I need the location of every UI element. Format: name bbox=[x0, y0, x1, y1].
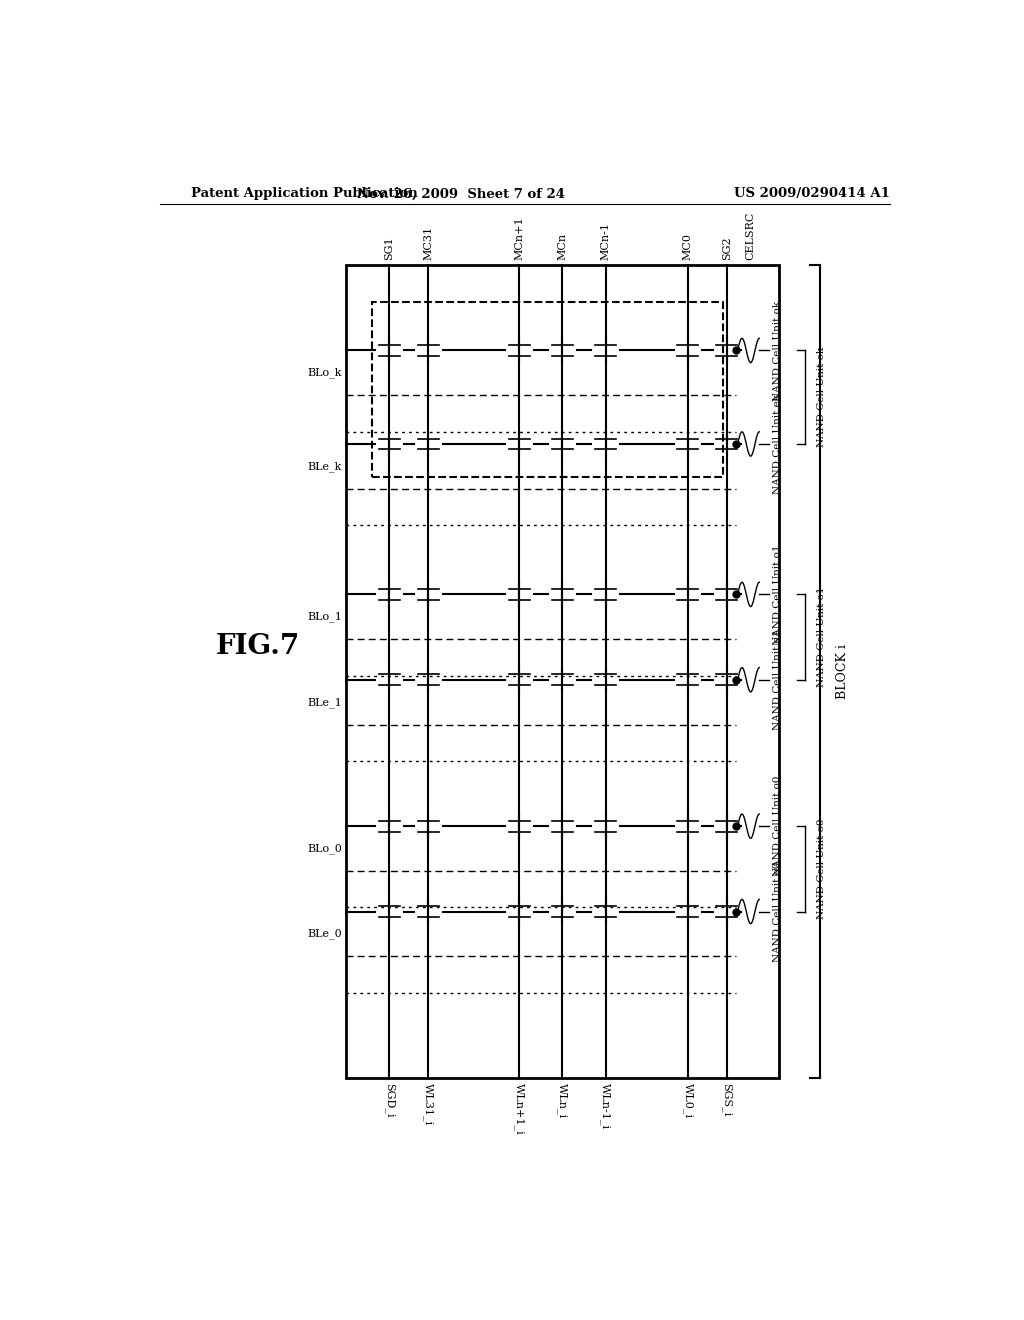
Text: WLn-1_i: WLn-1_i bbox=[600, 1084, 611, 1130]
Text: BLe_1: BLe_1 bbox=[307, 697, 342, 708]
Text: SGS_i: SGS_i bbox=[722, 1084, 732, 1117]
Text: NAND Cell Unit e1: NAND Cell Unit e1 bbox=[773, 630, 782, 730]
Text: MC31: MC31 bbox=[423, 226, 433, 260]
Text: BLOCK i: BLOCK i bbox=[836, 644, 849, 700]
Text: WLn_i: WLn_i bbox=[557, 1084, 568, 1118]
Text: MC0: MC0 bbox=[683, 234, 693, 260]
Text: Nov. 26, 2009  Sheet 7 of 24: Nov. 26, 2009 Sheet 7 of 24 bbox=[357, 187, 565, 201]
Text: NAND Cell Unit o0: NAND Cell Unit o0 bbox=[816, 818, 825, 919]
Text: MCn: MCn bbox=[557, 232, 567, 260]
Text: NAND Cell Unit ok: NAND Cell Unit ok bbox=[816, 347, 825, 447]
Text: SGD_i: SGD_i bbox=[384, 1084, 395, 1118]
Text: Patent Application Publication: Patent Application Publication bbox=[191, 187, 418, 201]
Text: NAND Cell Unit ok: NAND Cell Unit ok bbox=[773, 301, 782, 400]
Text: NAND Cell Unit ek: NAND Cell Unit ek bbox=[773, 393, 782, 494]
Text: NAND Cell Unit e0: NAND Cell Unit e0 bbox=[773, 862, 782, 962]
Text: US 2009/0290414 A1: US 2009/0290414 A1 bbox=[734, 187, 890, 201]
Text: SG2: SG2 bbox=[722, 236, 732, 260]
Text: WL31_i: WL31_i bbox=[423, 1084, 434, 1126]
Text: WL0_i: WL0_i bbox=[683, 1084, 693, 1118]
Text: NAND Cell Unit o1: NAND Cell Unit o1 bbox=[816, 587, 825, 688]
Text: MCn+1: MCn+1 bbox=[514, 216, 524, 260]
Text: BLo_k: BLo_k bbox=[307, 367, 342, 379]
Text: FIG.7: FIG.7 bbox=[215, 632, 300, 660]
Text: MCn-1: MCn-1 bbox=[601, 222, 610, 260]
Bar bbox=[346, 265, 779, 1078]
Bar bbox=[372, 302, 723, 477]
Text: NAND Cell Unit o0: NAND Cell Unit o0 bbox=[773, 776, 782, 876]
Text: BLe_0: BLe_0 bbox=[307, 928, 342, 940]
Text: BLo_0: BLo_0 bbox=[307, 843, 342, 854]
Text: WLn+1_i: WLn+1_i bbox=[514, 1084, 524, 1135]
Text: BLo_1: BLo_1 bbox=[307, 611, 342, 622]
Text: NAND Cell Unit o1: NAND Cell Unit o1 bbox=[773, 544, 782, 644]
Text: CELSRC: CELSRC bbox=[745, 211, 756, 260]
Text: SG1: SG1 bbox=[384, 236, 394, 260]
Text: BLe_k: BLe_k bbox=[307, 461, 342, 471]
